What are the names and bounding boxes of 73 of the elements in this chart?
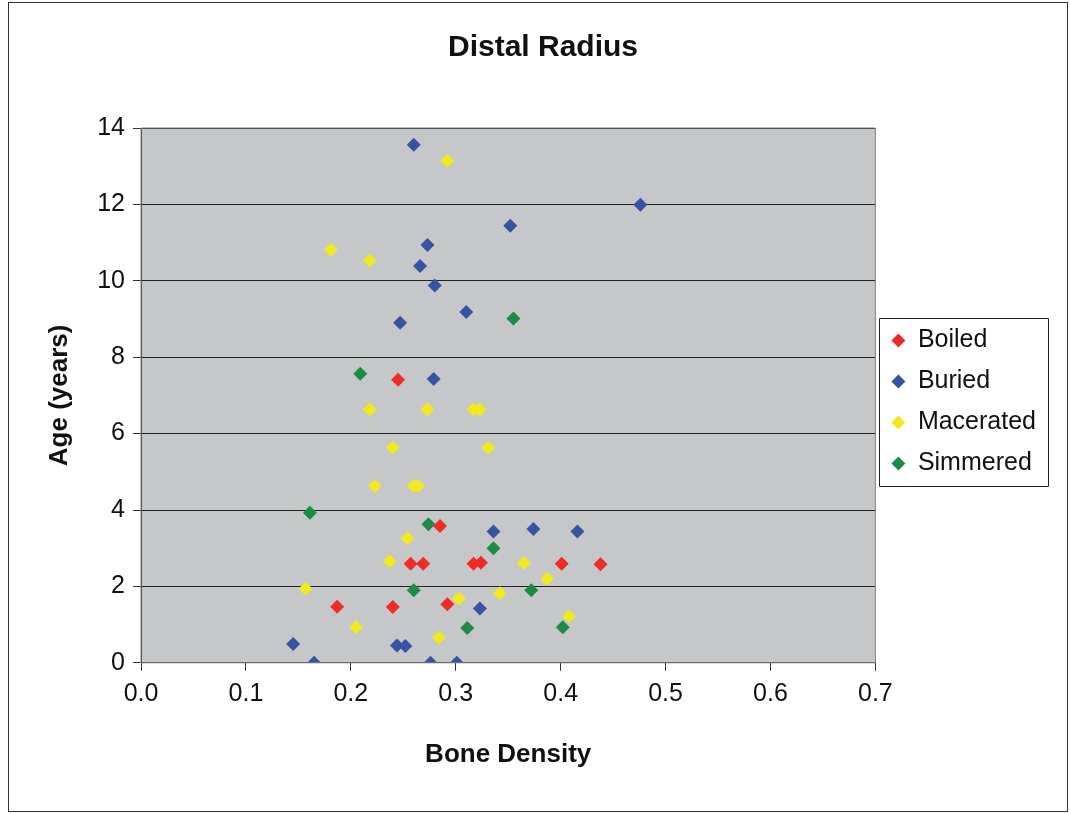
x-tick-label: 0.5 xyxy=(648,677,683,706)
point xyxy=(506,311,521,326)
point xyxy=(385,440,400,455)
point xyxy=(367,478,382,493)
point xyxy=(593,557,608,572)
y-tick-label: 0 xyxy=(111,646,126,675)
point xyxy=(400,531,415,546)
point xyxy=(524,583,539,598)
point xyxy=(554,556,569,571)
x-tick-label: 0.6 xyxy=(753,677,788,706)
point xyxy=(492,586,507,601)
x-tick-label: 0.1 xyxy=(228,677,264,706)
point xyxy=(362,253,377,268)
y-tick-label: 6 xyxy=(111,417,126,446)
point xyxy=(433,519,447,534)
point xyxy=(420,402,435,417)
point xyxy=(302,505,317,520)
legend-label: Simmered xyxy=(917,447,1032,476)
y-tick-label: 4 xyxy=(111,493,126,522)
point xyxy=(459,305,474,320)
x-tick-label: 0.7 xyxy=(858,677,893,706)
x-tick-label: 0.0 xyxy=(123,677,159,706)
point xyxy=(472,601,487,616)
point xyxy=(391,372,406,387)
point xyxy=(540,571,555,586)
y-tick-label: 10 xyxy=(97,264,126,293)
point xyxy=(413,258,428,273)
y-tick-label: 12 xyxy=(97,188,126,217)
point xyxy=(451,591,466,606)
point xyxy=(421,517,436,532)
point xyxy=(286,637,301,652)
point xyxy=(406,137,421,152)
point xyxy=(431,630,446,645)
x-axis-title: Bone Density xyxy=(425,737,592,768)
y-tick-label: 14 xyxy=(97,111,126,140)
point xyxy=(403,556,418,571)
x-tick-label: 0.3 xyxy=(438,677,474,706)
point xyxy=(385,600,400,615)
legend-label: Macerated xyxy=(917,406,1037,435)
point xyxy=(420,237,435,252)
point xyxy=(570,524,585,539)
point xyxy=(382,554,397,569)
point xyxy=(426,371,441,386)
x-tick-label: 0.4 xyxy=(543,677,579,706)
point xyxy=(353,366,368,381)
point xyxy=(330,599,345,614)
point xyxy=(323,242,338,257)
point xyxy=(406,583,421,598)
point xyxy=(481,440,496,455)
point xyxy=(526,522,541,537)
x-tick-label: 0.2 xyxy=(333,677,369,706)
point xyxy=(393,315,408,330)
point xyxy=(362,402,377,417)
point xyxy=(416,556,431,571)
y-tick-label: 8 xyxy=(111,341,126,370)
y-tick-label: 2 xyxy=(111,570,126,599)
point xyxy=(440,597,455,612)
y-axis-title: Age (years) xyxy=(42,324,73,467)
legend-label: Boiled xyxy=(917,324,988,353)
point xyxy=(460,621,475,636)
point xyxy=(516,556,531,571)
point xyxy=(440,153,455,168)
point xyxy=(633,197,648,212)
point xyxy=(486,541,501,556)
legend-label: Buried xyxy=(917,365,991,394)
point xyxy=(562,609,577,624)
point xyxy=(298,581,313,596)
point xyxy=(486,524,501,539)
point xyxy=(427,278,442,293)
point xyxy=(555,620,570,635)
point xyxy=(349,620,364,635)
point xyxy=(503,218,518,233)
chart-title: Distal Radius xyxy=(447,29,639,63)
